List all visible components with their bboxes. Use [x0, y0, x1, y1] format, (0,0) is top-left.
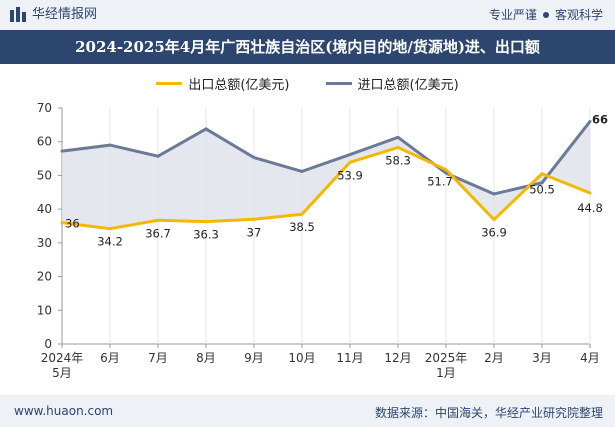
- y-tick-label: 40: [37, 202, 52, 216]
- legend-swatch-export: [156, 81, 183, 85]
- data-point-export: [108, 227, 112, 231]
- data-label-import-last: 66: [592, 112, 608, 126]
- data-point-import: [492, 192, 496, 196]
- x-tick-label: 3月: [532, 351, 552, 365]
- tagline-dot-icon: [542, 12, 549, 18]
- data-point-import: [156, 154, 160, 158]
- data-point-import: [540, 181, 544, 185]
- data-label-export: 38.5: [289, 220, 315, 234]
- data-point-export: [60, 221, 64, 225]
- data-point-export: [492, 218, 496, 222]
- x-tick-label: 10月: [288, 351, 315, 365]
- legend-item-export: 出口总额(亿美元): [156, 74, 290, 93]
- data-point-export: [348, 160, 352, 164]
- x-tick-label: 12月: [384, 351, 411, 365]
- data-label-export: 36.7: [145, 226, 171, 240]
- footer-source: 数据来源：中国海关，华经产业研究院整理: [374, 406, 603, 420]
- footer-url: www.huaon.com: [14, 404, 114, 418]
- data-point-import: [108, 143, 112, 147]
- data-point-import: [444, 171, 448, 175]
- data-point-import: [252, 156, 256, 160]
- footer: www.huaon.com 数据来源：中国海关，华经产业研究院整理: [0, 395, 615, 427]
- x-tick-label: 2025年 1月: [425, 351, 468, 380]
- data-label-export: 36: [65, 217, 80, 231]
- tagline-left: 专业严谨: [488, 8, 537, 22]
- data-point-import: [588, 119, 592, 123]
- legend-item-import: 进口总额(亿美元): [325, 74, 459, 93]
- data-point-import: [60, 149, 64, 153]
- data-label-export: 58.3: [385, 153, 411, 167]
- y-tick-label: 30: [37, 236, 52, 250]
- brand: 华经情报网: [10, 7, 97, 22]
- data-label-export: 50.5: [529, 183, 555, 197]
- x-tick-label: 8月: [196, 351, 216, 365]
- x-tick-label: 9月: [244, 351, 264, 365]
- legend: 出口总额(亿美元) 进口总额(亿美元): [0, 73, 615, 93]
- series-line-export: [61, 145, 591, 231]
- data-point-export: [540, 172, 544, 176]
- data-point-import: [204, 127, 208, 131]
- data-point-export: [204, 220, 208, 224]
- legend-swatch-import: [325, 81, 352, 85]
- y-tick-label: 70: [37, 101, 52, 115]
- data-point-export: [300, 212, 304, 216]
- data-label-export: 36.9: [481, 226, 507, 240]
- x-tick-label: 2024年 5月: [41, 351, 84, 380]
- tagline: 专业严谨 客观科学: [489, 8, 603, 22]
- data-label-export: 34.2: [97, 235, 123, 249]
- data-point-export: [396, 145, 400, 149]
- data-point-import: [396, 135, 400, 139]
- area-between-series: [62, 121, 590, 229]
- x-tick-label: 2月: [484, 351, 504, 365]
- y-tick-label: 20: [37, 270, 52, 284]
- series-line-import: [61, 120, 592, 196]
- data-label-export: 51.7: [427, 175, 453, 189]
- data-point-export: [444, 168, 448, 172]
- data-point-export: [588, 191, 592, 195]
- y-tick-label: 50: [37, 168, 52, 182]
- data-point-export: [156, 218, 160, 222]
- x-tick-label: 11月: [336, 351, 363, 365]
- y-tick-label: 0: [44, 337, 52, 351]
- x-tick-label: 4月: [580, 351, 600, 365]
- y-tick-label: 60: [37, 135, 52, 149]
- x-tick-label: 6月: [100, 351, 120, 365]
- brand-name: 华经情报网: [32, 7, 98, 22]
- legend-label-export: 出口总额(亿美元): [188, 77, 290, 93]
- data-label-export: 44.8: [577, 201, 603, 215]
- legend-label-import: 进口总额(亿美元): [357, 77, 459, 93]
- data-point-import: [300, 169, 304, 173]
- data-label-export: 36.3: [193, 228, 219, 242]
- top-bar: 华经情报网 专业严谨 客观科学: [0, 0, 615, 30]
- tagline-right: 客观科学: [554, 8, 603, 22]
- data-label-export: 53.9: [337, 168, 363, 182]
- chart-title: 2024-2025年4月年广西壮族自治区(境内目的地/货源地)进、出口额: [0, 30, 615, 64]
- x-tick-label: 7月: [148, 351, 168, 365]
- data-point-export: [252, 217, 256, 221]
- data-point-import: [348, 153, 352, 157]
- data-label-export: 37: [247, 225, 262, 239]
- brand-logo-icon: [10, 7, 26, 22]
- y-tick-label: 10: [37, 303, 52, 317]
